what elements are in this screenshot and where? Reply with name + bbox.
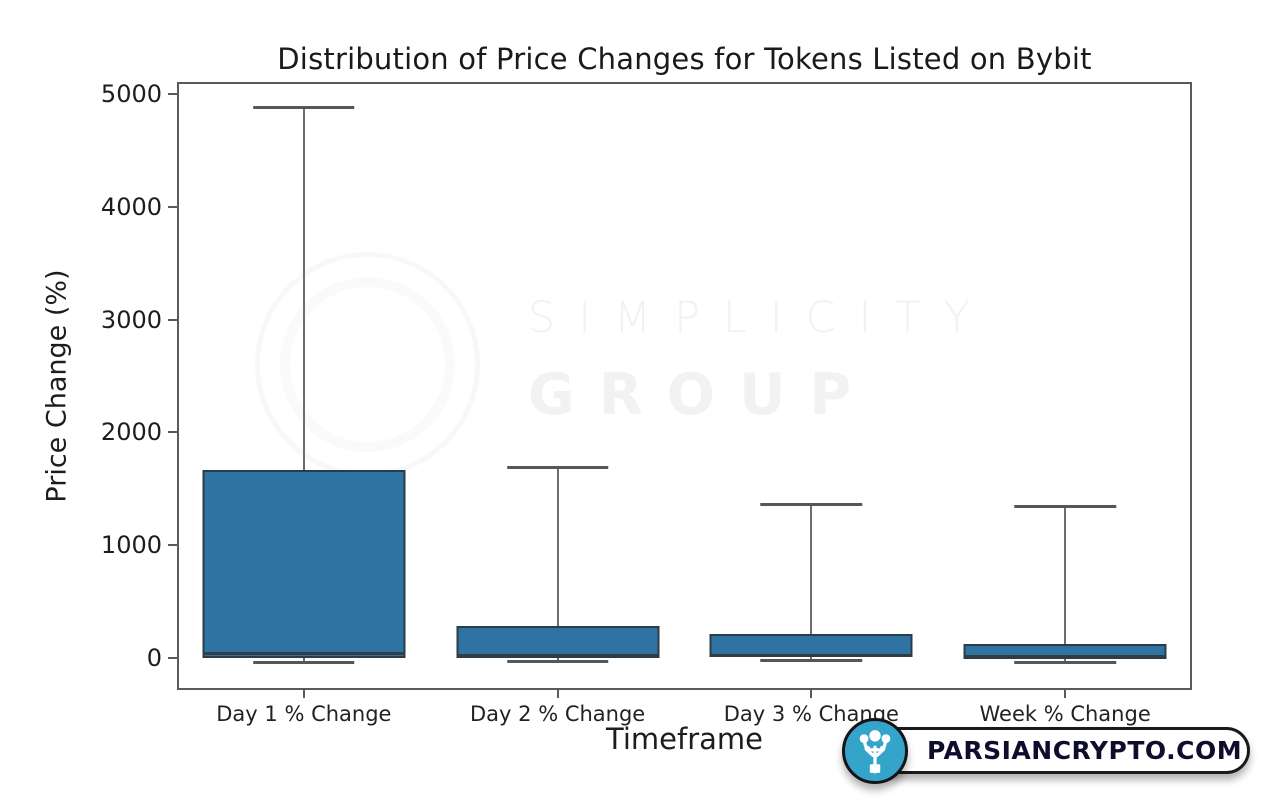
- box-whisker-upper: [302, 107, 305, 470]
- y-tick-label: 1000: [100, 531, 162, 560]
- plot-area: [177, 82, 1192, 690]
- box-cap-lower: [1014, 660, 1116, 664]
- box-cap-upper: [1014, 505, 1116, 509]
- x-tick-label: Day 1 % Change: [216, 702, 392, 726]
- box-whisker-lower: [556, 657, 559, 662]
- y-tick-label: 4000: [100, 193, 162, 222]
- watermark-text-group: GROUP: [528, 362, 876, 428]
- chart-title: Distribution of Price Changes for Tokens…: [277, 42, 1092, 76]
- box-median: [456, 653, 660, 657]
- x-axis-label: Timeframe: [606, 722, 763, 756]
- brand-badge: PARSIANCRYPTO.COM: [842, 716, 1272, 791]
- y-tick-label: 3000: [100, 305, 162, 334]
- y-tick-label: 0: [146, 643, 162, 672]
- y-tick-label: 2000: [100, 418, 162, 447]
- box-median: [963, 654, 1167, 658]
- y-tick-mark: [168, 93, 177, 96]
- box-median: [709, 654, 913, 658]
- y-tick-mark: [168, 544, 177, 547]
- watermark-text-simplicity: SIMPLICITY: [528, 293, 993, 343]
- y-tick-mark: [168, 656, 177, 659]
- box-cap-upper: [506, 465, 609, 469]
- x-tick-mark: [810, 690, 813, 698]
- box-cap-upper: [760, 502, 863, 506]
- box-median: [202, 651, 406, 655]
- plant-icon: [859, 730, 891, 774]
- y-tick-mark: [168, 206, 177, 209]
- brand-text: PARSIANCRYPTO.COM: [927, 736, 1243, 765]
- brand-circle: [842, 718, 908, 784]
- x-tick-mark: [556, 690, 559, 698]
- x-tick-mark: [302, 690, 305, 698]
- y-tick-label: 5000: [100, 80, 162, 109]
- y-tick-mark: [168, 431, 177, 434]
- box-rect: [456, 626, 660, 658]
- box-whisker-upper: [556, 467, 559, 627]
- box-rect: [202, 469, 406, 659]
- box-cap-upper: [253, 106, 355, 110]
- box-whisker-lower: [1064, 659, 1067, 663]
- x-tick-label: Day 2 % Change: [470, 702, 646, 726]
- x-tick-mark: [1064, 690, 1067, 698]
- box-cap-lower: [506, 660, 609, 664]
- box-whisker-lower: [302, 658, 305, 663]
- brand-pill: PARSIANCRYPTO.COM: [872, 727, 1250, 774]
- x-tick-label: Week % Change: [979, 702, 1151, 726]
- box-whisker-upper: [810, 504, 813, 634]
- box-cap-lower: [760, 658, 863, 662]
- box-whisker-upper: [1064, 506, 1067, 644]
- y-axis-label: Price Change (%): [41, 269, 73, 503]
- y-tick-mark: [168, 318, 177, 321]
- box-cap-lower: [253, 660, 355, 664]
